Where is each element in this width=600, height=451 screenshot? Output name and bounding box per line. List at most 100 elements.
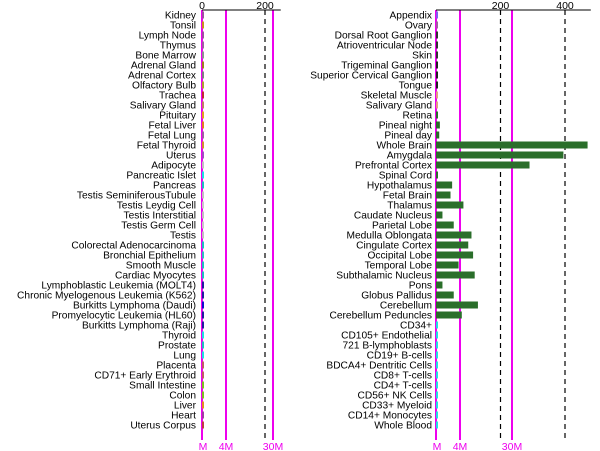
left-category-label: Colorectal Adenocarcinoma (71, 241, 196, 252)
right-bar (436, 231, 472, 239)
left-bar (202, 11, 204, 19)
left-bar (202, 81, 204, 89)
right-bar (436, 131, 440, 139)
left-bar (202, 51, 204, 59)
left-ref-label: 30M (263, 441, 283, 451)
right-bar (436, 151, 564, 159)
left-category-label: Chronic Myelogenous Leukemia (K562) (17, 291, 196, 302)
left-category-label: Liver (174, 401, 197, 412)
right-bar (436, 421, 438, 429)
right-category-label: Retina (403, 111, 433, 122)
right-category-label: Globus Pallidus (361, 291, 432, 302)
right-category-label: Thalamus (387, 201, 432, 212)
left-ref-label: M (199, 441, 208, 451)
left-bar (202, 141, 204, 149)
left-bar (202, 121, 204, 129)
right-bar (436, 111, 438, 119)
right-bar (436, 351, 438, 359)
right-bar (436, 31, 438, 39)
right-bar (436, 361, 438, 369)
left-category-label: Pancreas (153, 181, 196, 192)
left-category-label: Colon (169, 391, 196, 402)
left-category-label: Kidney (165, 11, 197, 22)
right-category-label: Cerebellum Peduncles (330, 311, 433, 322)
left-bar (202, 181, 204, 189)
left-category-label: CD71+ Early Erythroid (94, 371, 196, 382)
right-category-label: CD34+ (400, 321, 432, 332)
right-bar (436, 81, 438, 89)
left-category-label: Testis SeminiferousTubule (77, 191, 196, 202)
right-category-label: Amygdala (387, 151, 433, 162)
left-category-label: Cardiac Myocytes (115, 271, 196, 282)
right-category-label: Salivary Gland (366, 101, 433, 112)
right-category-label: Trigeminal Ganglion (341, 61, 432, 72)
right-category-label: Dorsal Root Ganglion (335, 31, 432, 42)
left-bar (202, 71, 204, 79)
right-ref-label: M (433, 441, 442, 451)
right-tick-label: 200 (492, 0, 510, 12)
left-bar (202, 251, 204, 259)
right-category-label: Pons (409, 281, 432, 292)
right-category-label: Hypothalamus (367, 181, 432, 192)
right-ref-label: 30M (502, 441, 522, 451)
right-bar (436, 371, 438, 379)
right-bar (436, 91, 438, 99)
left-bar (202, 261, 204, 269)
left-category-label: Pituitary (159, 111, 197, 122)
right-category-label: Appendix (390, 11, 432, 22)
right-bar (436, 261, 459, 269)
left-bar (202, 151, 204, 159)
left-bar (202, 351, 204, 359)
left-bar (202, 301, 204, 309)
right-tick-label: 400 (556, 0, 574, 12)
left-category-label: Fetal Liver (148, 121, 196, 132)
right-bar (436, 331, 438, 339)
right-category-label: Spinal Cord (379, 171, 433, 182)
left-category-label: Tonsil (170, 21, 196, 32)
right-bar (436, 101, 438, 109)
left-category-label: Adrenal Cortex (128, 71, 196, 82)
left-bar (202, 91, 204, 99)
left-category-label: Small Intestine (129, 381, 196, 392)
left-bar (202, 321, 204, 329)
left-bar (202, 371, 204, 379)
left-category-label: Pancreatic Islet (126, 171, 196, 182)
left-bar (202, 361, 204, 369)
left-category-label: Testis Leydig Cell (117, 201, 196, 212)
left-bar (202, 341, 204, 349)
left-category-label: Fetal Lung (148, 131, 196, 142)
right-bar (436, 41, 438, 49)
left-category-label: Lung (173, 351, 196, 362)
left-bar (202, 191, 204, 199)
right-category-label: Skeletal Muscle (361, 91, 433, 102)
left-bar (202, 281, 204, 289)
right-category-label: Prefrontal Cortex (355, 161, 432, 172)
left-bar (202, 221, 204, 229)
left-category-label: Adipocyte (151, 161, 196, 172)
left-category-label: Fetal Thyroid (137, 141, 197, 152)
left-category-label: Olfactory Bulb (132, 81, 196, 92)
right-category-label: 721 B-lymphoblasts (343, 341, 432, 352)
left-category-label: Heart (171, 411, 196, 422)
right-bar (436, 221, 454, 229)
left-bar (202, 421, 204, 429)
right-bar (436, 301, 478, 309)
left-bar (202, 171, 204, 179)
right-bar (436, 121, 440, 129)
right-category-label: CD56+ NK Cells (358, 391, 432, 402)
right-category-label: Pineal night (379, 121, 432, 132)
right-bar (436, 161, 530, 169)
right-category-label: BDCA4+ Dentritic Cells (326, 361, 432, 372)
left-category-label: Placenta (156, 361, 196, 372)
left-bar (202, 41, 204, 49)
right-category-label: Temporal Lobe (365, 261, 433, 272)
right-category-label: CD105+ Endothelial (341, 331, 432, 342)
right-bar (436, 291, 454, 299)
left-bar (202, 211, 204, 219)
left-bar (202, 231, 204, 239)
right-category-label: Ovary (405, 21, 433, 32)
right-category-label: Caudate Nucleus (354, 211, 432, 222)
left-bar (202, 111, 204, 119)
right-bar (436, 51, 438, 59)
left-category-label: Lymphoblastic Leukemia (MOLT4) (41, 281, 196, 292)
